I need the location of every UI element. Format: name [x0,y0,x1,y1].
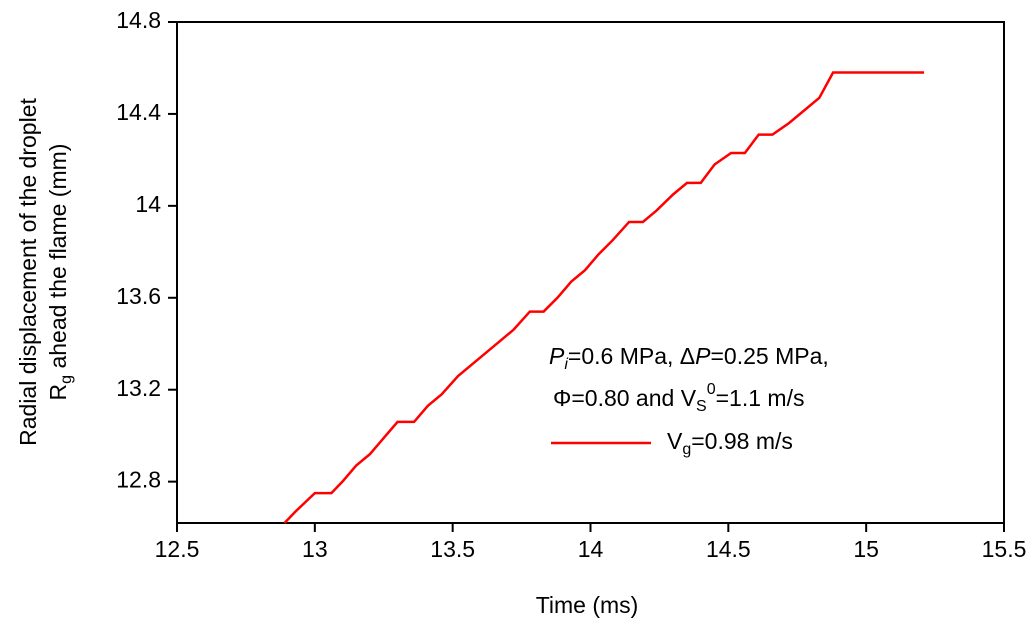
y-label-part: Radial displacement of the droplet [15,98,41,446]
annotation-sup: 0 [707,381,716,398]
annotation-part: =1.1 m/s [716,385,805,411]
x-tick-label: 15.5 [982,536,1027,562]
x-tick-label: 14.5 [706,536,751,562]
y-tick-label: 14.4 [116,99,161,125]
annotation-line: Φ=0.80 and VS0=1.1 m/s [553,381,804,415]
annotation-line: Pi=0.6 MPa, ΔP=0.25 MPa, [549,343,829,373]
y-label-part: ahead the flame (mm) [45,144,71,375]
annotation-part: =0.6 MPa, Δ [568,343,695,369]
x-tick-label: 13.5 [430,536,475,562]
annotation-part: Φ=0.80 and V [553,385,697,411]
y-label-line: Radial displacement of the droplet [15,98,41,446]
y-tick-label: 13.6 [116,283,161,309]
x-tick-label: 13 [302,536,328,562]
legend-label: Vg=0.98 m/s [667,428,793,458]
x-axis-label: Time (ms) [536,592,639,618]
legend-part: =0.98 m/s [691,428,793,454]
annotation-sub: i [564,356,568,373]
annotation-part: P [549,343,565,369]
y-axis-label: Radial displacement of the droplet Rg ah… [15,98,75,446]
y-tick-label: 14.8 [116,7,161,33]
x-tick-label: 15 [853,536,879,562]
y-label-sub: g [58,375,75,384]
annotation-part: P [695,343,711,369]
y-label-line: Rg ahead the flame (mm) [45,144,75,401]
annotation-part: =0.25 MPa, [710,343,828,369]
x-tick-label: 12.5 [155,536,200,562]
series-line [283,71,925,524]
y-tick-label: 13.2 [116,375,161,401]
y-tick-label: 12.8 [116,467,161,493]
annotation-sub: S [696,398,707,415]
legend-part: V [667,428,683,454]
x-tick-label: 14 [578,536,604,562]
y-tick-label: 14 [135,191,161,217]
plot-frame [176,21,1005,524]
legend-sub: g [682,441,691,458]
y-label-part: R [45,384,71,401]
